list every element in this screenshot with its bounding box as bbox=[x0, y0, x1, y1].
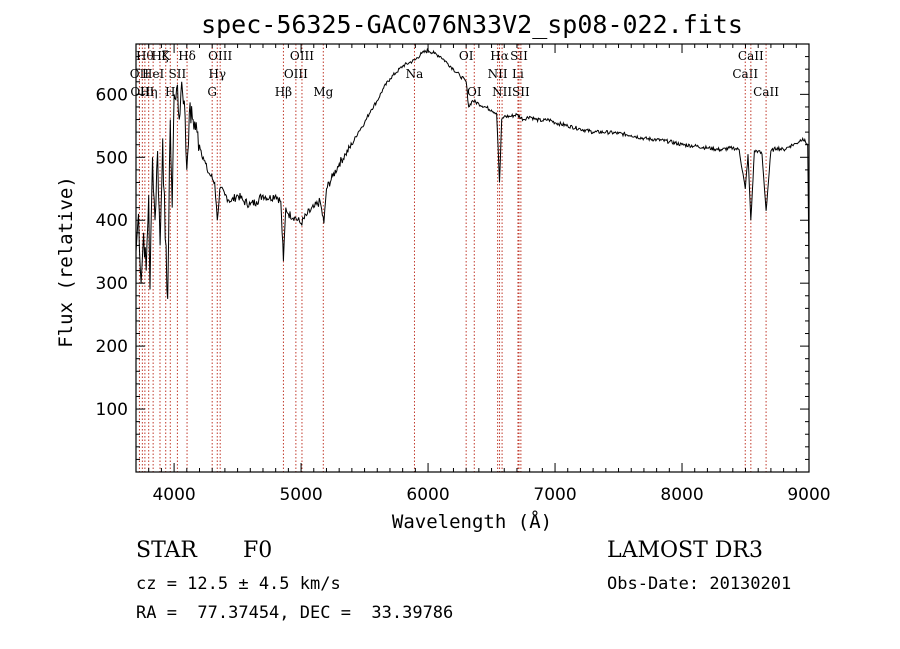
line-marker-label: CaII bbox=[732, 67, 758, 81]
y-tick-label: 200 bbox=[96, 337, 128, 357]
obs-date: Obs-Date: 20130201 bbox=[607, 574, 792, 594]
subclass: F0 bbox=[243, 538, 273, 563]
x-tick-label: 7000 bbox=[533, 485, 576, 505]
line-markers: OIIOIIIHθHηHeIHζKHSIIHδGHγOIIIHβOIIIOIII… bbox=[130, 44, 779, 472]
line-marker-label: Hα bbox=[490, 49, 509, 63]
line-marker-label: Li bbox=[512, 67, 524, 81]
plot-frame bbox=[135, 43, 810, 473]
line-marker-label: NII bbox=[492, 85, 512, 99]
line-marker-label: Hβ bbox=[275, 85, 292, 99]
line-marker-label: Hδ bbox=[178, 49, 196, 63]
y-tick-label: 400 bbox=[96, 211, 128, 231]
spectrum-line bbox=[135, 48, 810, 299]
line-marker-label: OII bbox=[130, 67, 150, 81]
y-tick-label: 100 bbox=[96, 400, 128, 420]
chart-title: spec-56325-GAC076N33V2_sp08-022.fits bbox=[201, 10, 743, 39]
line-marker-label: NII bbox=[488, 67, 508, 81]
line-marker-label: SII bbox=[169, 67, 187, 81]
line-marker-label: Hη bbox=[140, 85, 158, 99]
x-tick-label: 8000 bbox=[660, 485, 703, 505]
line-marker-label: Mg bbox=[313, 85, 333, 99]
x-tick-label: 9000 bbox=[787, 485, 830, 505]
line-marker-label: Na bbox=[406, 67, 424, 81]
survey-name: LAMOST DR3 bbox=[607, 538, 763, 563]
line-marker-label: SII bbox=[510, 49, 528, 63]
redshift-cz: cz = 12.5 ± 4.5 km/s bbox=[136, 574, 341, 594]
line-marker-label: Hθ bbox=[136, 49, 154, 63]
x-tick-label: 5000 bbox=[279, 485, 322, 505]
line-marker-label: H bbox=[165, 85, 175, 99]
y-tick-label: 300 bbox=[96, 274, 128, 294]
line-marker-label: OIII bbox=[290, 49, 314, 63]
axis-ticks: 4000 5000 6000 7000 8000 9000 100 200 300 400 500 6… bbox=[96, 43, 831, 505]
line-marker-label: Hγ bbox=[208, 67, 226, 81]
x-tick-label: 4000 bbox=[152, 485, 195, 505]
y-tick-label: 500 bbox=[96, 148, 128, 168]
x-axis-label: Wavelength (Å) bbox=[392, 510, 552, 533]
line-marker-label: CaII bbox=[753, 85, 779, 99]
line-marker-label: K bbox=[161, 49, 171, 63]
y-axis-label: Flux (relative) bbox=[55, 176, 77, 348]
line-marker-label: OIII bbox=[208, 49, 232, 63]
coordinates: RA = 77.37454, DEC = 33.39786 bbox=[136, 603, 454, 623]
plot-area bbox=[135, 48, 810, 299]
line-marker-label: CaII bbox=[738, 49, 764, 63]
x-tick-label: 6000 bbox=[406, 485, 449, 505]
line-marker-label: OI bbox=[459, 49, 474, 63]
y-tick-label: 600 bbox=[96, 85, 128, 105]
object-class: STAR bbox=[136, 538, 197, 563]
line-marker-label: HeI bbox=[142, 67, 165, 81]
line-marker-label: OI bbox=[467, 85, 482, 99]
line-marker-label: OIII bbox=[284, 67, 308, 81]
line-marker-label: G bbox=[207, 85, 217, 99]
line-marker-label: SII bbox=[512, 85, 530, 99]
line-marker-label: Hζ bbox=[152, 49, 169, 63]
